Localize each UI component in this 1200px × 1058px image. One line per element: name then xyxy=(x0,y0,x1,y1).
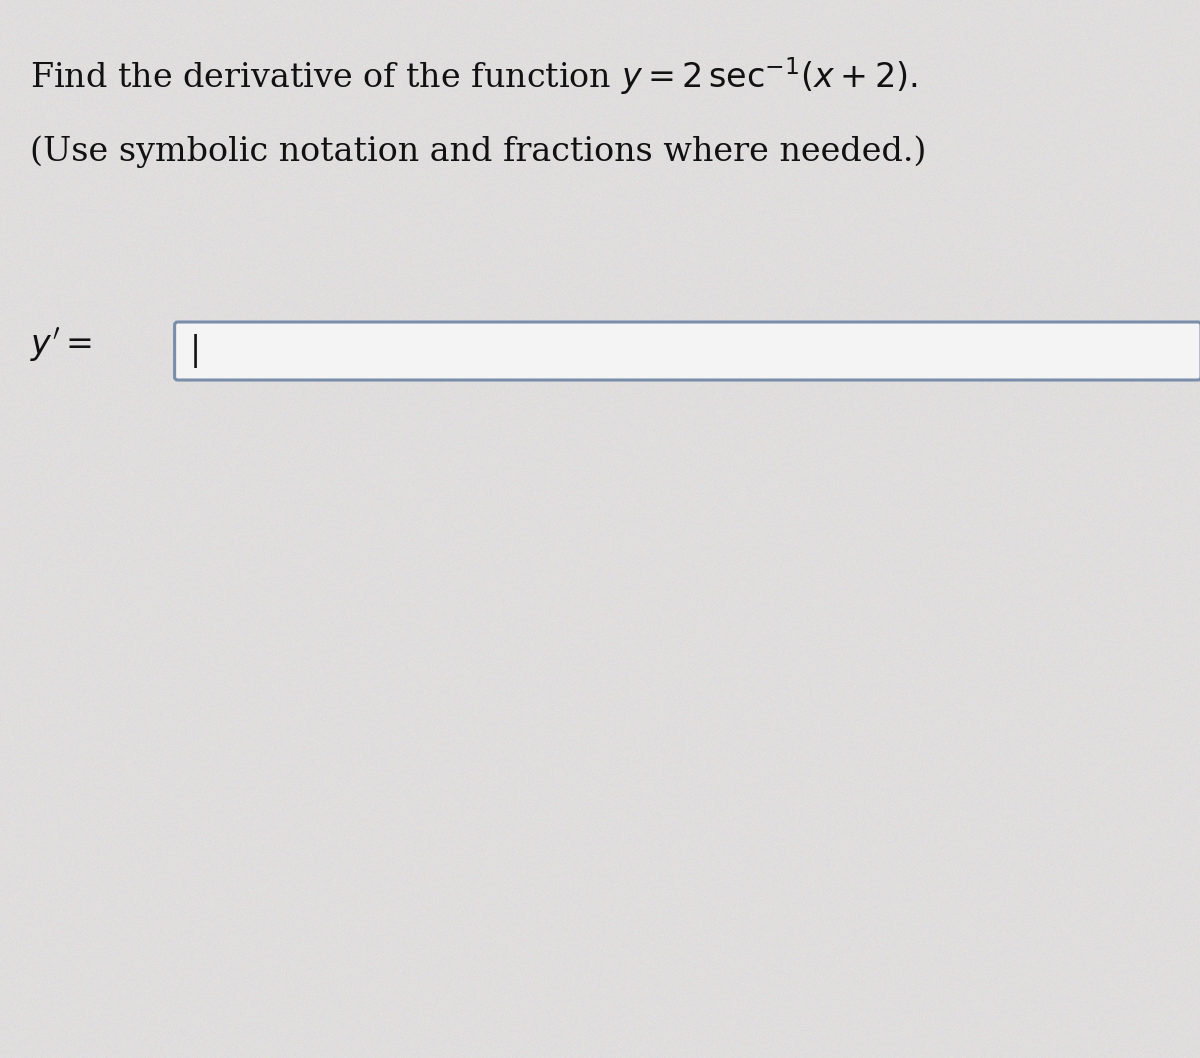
Text: $y' =$: $y' =$ xyxy=(30,326,92,364)
Text: |: | xyxy=(190,334,200,368)
Text: (Use symbolic notation and fractions where needed.): (Use symbolic notation and fractions whe… xyxy=(30,135,926,167)
FancyBboxPatch shape xyxy=(175,322,1200,380)
Text: Find the derivative of the function $y = 2\,\mathrm{sec}^{-1}(x + 2).$: Find the derivative of the function $y =… xyxy=(30,55,918,96)
